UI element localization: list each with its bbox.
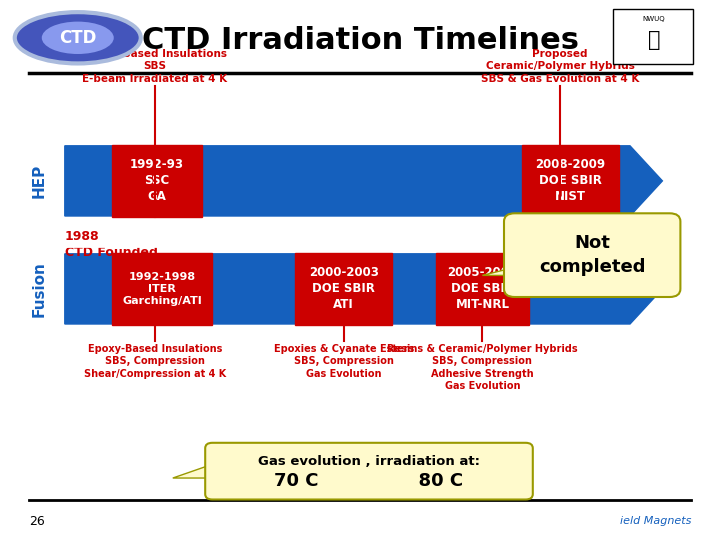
- Text: Gas evolution , irradiation at:: Gas evolution , irradiation at:: [258, 455, 480, 468]
- Text: Proposed
Ceramic/Polymer Hybrids
SBS & Gas Evolution at 4 K: Proposed Ceramic/Polymer Hybrids SBS & G…: [481, 49, 639, 84]
- Text: ield Magnets: ield Magnets: [620, 516, 691, 526]
- FancyBboxPatch shape: [613, 9, 693, 64]
- Text: 26: 26: [29, 515, 45, 528]
- Text: NWUQ: NWUQ: [642, 16, 665, 22]
- Text: Epoxies & Cyanate Esters
SBS, Compression
Gas Evolution: Epoxies & Cyanate Esters SBS, Compressio…: [274, 344, 414, 379]
- Text: Not
completed: Not completed: [539, 234, 645, 276]
- Text: CTD: CTD: [59, 29, 96, 47]
- FancyBboxPatch shape: [522, 145, 619, 217]
- Polygon shape: [65, 254, 662, 324]
- Text: Fusion: Fusion: [32, 261, 47, 317]
- Text: 1988
CTD Founded: 1988 CTD Founded: [65, 230, 158, 260]
- FancyBboxPatch shape: [436, 253, 529, 325]
- Polygon shape: [65, 146, 662, 216]
- Polygon shape: [173, 464, 212, 478]
- FancyBboxPatch shape: [112, 253, 212, 325]
- FancyBboxPatch shape: [295, 253, 392, 325]
- Text: Resins & Ceramic/Polymer Hybrids
SBS, Compression
Adhesive Strength
Gas Evolutio: Resins & Ceramic/Polymer Hybrids SBS, Co…: [387, 344, 577, 391]
- FancyBboxPatch shape: [112, 145, 202, 217]
- FancyBboxPatch shape: [504, 213, 680, 297]
- Text: Epoxy-Based Insulations
SBS
E-beam Irradiated at 4 K: Epoxy-Based Insulations SBS E-beam Irrad…: [82, 49, 228, 84]
- Polygon shape: [482, 267, 515, 275]
- Text: 1992-93
SSC
GA: 1992-93 SSC GA: [130, 158, 184, 204]
- Text: 70 C                80 C: 70 C 80 C: [274, 472, 464, 490]
- FancyBboxPatch shape: [205, 443, 533, 500]
- Text: 2008-2009
DOE SBIR
NIST: 2008-2009 DOE SBIR NIST: [536, 158, 606, 204]
- Ellipse shape: [15, 12, 141, 63]
- Text: 2005-2007
DOE SBIR
MIT-NRL: 2005-2007 DOE SBIR MIT-NRL: [447, 266, 518, 312]
- Text: HEP: HEP: [32, 164, 47, 198]
- Text: 🐻: 🐻: [647, 30, 660, 51]
- Ellipse shape: [42, 22, 114, 54]
- Text: 2000-2003
DOE SBIR
ATI: 2000-2003 DOE SBIR ATI: [309, 266, 379, 312]
- Text: Epoxy-Based Insulations
SBS, Compression
Shear/Compression at 4 K: Epoxy-Based Insulations SBS, Compression…: [84, 344, 226, 379]
- Text: 1992-1998
ITER
Garching/ATI: 1992-1998 ITER Garching/ATI: [122, 272, 202, 306]
- Text: CTD Irradiation Timelines: CTD Irradiation Timelines: [142, 26, 578, 55]
